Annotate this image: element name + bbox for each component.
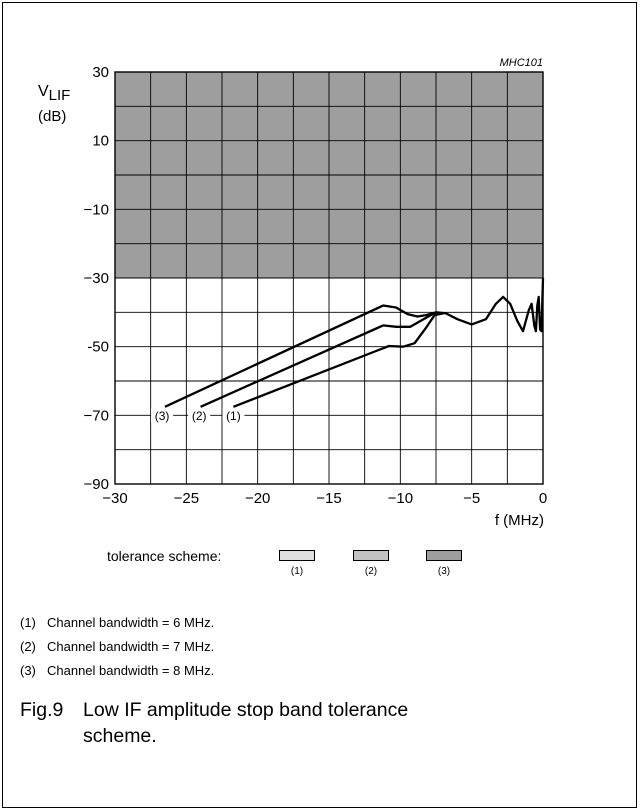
x-tick-label: −30: [102, 490, 127, 507]
tolerance-swatch-label-2: (2): [364, 566, 378, 577]
x-tick-label: −20: [245, 490, 270, 507]
y-tick-label: 10: [92, 133, 109, 150]
note-1: (1) Channel bandwidth = 6 MHz.: [20, 615, 215, 630]
series-label-3: (1): [226, 409, 241, 423]
tolerance-scheme-label: tolerance scheme:: [107, 548, 222, 564]
x-tick-label: 0: [539, 490, 547, 507]
series-label-2: (2): [192, 409, 207, 423]
tolerance-swatch-label-1: (1): [290, 566, 304, 577]
y-axis-unit: (dB): [38, 108, 66, 125]
tolerance-swatch-3: [426, 550, 462, 561]
series-curve-3: [232, 312, 444, 408]
y-tick-label: 30: [92, 64, 109, 81]
series-curve-2: [200, 311, 444, 408]
y-tick-label: −30: [84, 270, 109, 287]
chart: −30 −25 −20 −15 −10 −5 0 30 10 −10 −30 -50 −70 −90 VLI…: [38, 57, 547, 529]
figure-caption: Fig.9 Low IF amplitude stop band toleranc…: [20, 697, 413, 749]
tolerance-swatch-label-3: (3): [437, 566, 451, 577]
figure-number: Fig.9: [20, 699, 64, 721]
y-tick-label: −70: [84, 407, 109, 424]
x-tick-label: −25: [174, 490, 199, 507]
series-label-background: [222, 408, 245, 423]
series-curve-1: [164, 277, 545, 408]
note-2: (2) Channel bandwidth = 7 MHz.: [20, 639, 215, 654]
note-3: (3) Channel bandwidth = 8 MHz.: [20, 663, 215, 678]
x-tick-label: −5: [463, 490, 480, 507]
tolerance-swatch-1: [279, 550, 315, 561]
y-tick-label: -50: [87, 339, 109, 356]
figure-id-label: MHC101: [500, 57, 543, 69]
x-tick-label: −10: [388, 490, 413, 507]
x-tick-label: −15: [316, 490, 341, 507]
tolerance-swatch-2: [353, 550, 389, 561]
x-axis-label: f (MHz): [495, 512, 544, 529]
series-label-background: [188, 408, 211, 423]
y-tick-label: −10: [84, 201, 109, 218]
y-tick-label: −90: [84, 476, 109, 493]
figure-title: Low IF amplitude stop band tolerance sch…: [83, 699, 409, 747]
series-label-1: (3): [155, 409, 170, 423]
y-axis-label: VLIF: [38, 83, 70, 104]
series-label-background: [151, 408, 174, 423]
